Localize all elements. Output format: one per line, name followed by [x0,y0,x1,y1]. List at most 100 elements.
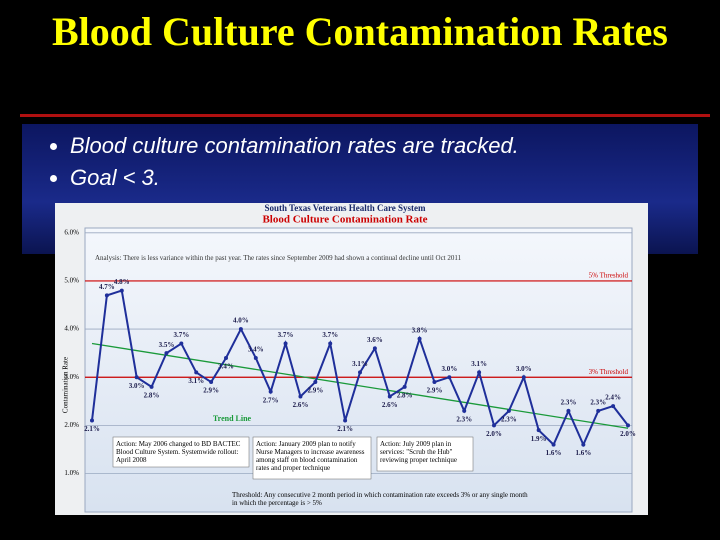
data-point [536,428,541,433]
data-point [119,288,124,293]
data-point [462,408,467,413]
data-point [611,404,616,409]
data-label: 3.7% [173,331,189,339]
data-label: 2.4% [605,394,621,402]
data-label: 2.0% [486,430,502,438]
data-label: 2.3% [561,399,577,407]
data-point [566,408,571,413]
bullet: Blood culture contamination rates are tr… [70,130,519,162]
annotation: Threshold: Any consecutive 2 month perio… [232,491,528,507]
data-label: 3.6% [367,336,383,344]
data-label: 1.6% [546,449,562,457]
y-tick-label: 1.0% [64,469,79,477]
annotation-text: Action: May 2006 changed to BD BACTEC Bl… [116,440,241,464]
trend-line [91,342,629,429]
data-point [298,394,303,399]
data-point [551,442,556,447]
data-label: 2.8% [144,391,160,399]
y-tick-label: 5.0% [64,277,79,285]
data-point [224,355,228,360]
y-tick-label: 6.0% [64,228,79,236]
annotation-box [252,436,372,480]
data-label: 2.9% [307,387,323,395]
data-label: 2.3% [501,416,517,424]
data-point [447,375,452,380]
data-label: 4.8% [114,278,130,286]
data-label: 3.1% [188,377,204,385]
y-tick-label: 3.0% [64,373,79,381]
data-point [402,384,407,389]
data-point [432,380,437,385]
data-label: 1.6% [575,449,591,457]
data-point [477,370,482,375]
data-point [179,341,184,346]
slide-title: Blood Culture Contamination Rates [52,9,668,54]
data-label: 2.0% [620,430,636,438]
data-point [253,355,258,360]
data-point [238,327,243,332]
data-point [134,375,139,380]
annotation-text: Action: July 2009 plan in services: "Scr… [380,440,457,464]
data-label: 2.1% [337,425,353,433]
data-label: 2.6% [382,401,398,409]
data-point [417,336,422,341]
title-rule [20,114,710,117]
data-label: 2.8% [397,391,413,399]
data-label: 3.7% [278,331,294,339]
annotation: Action: July 2009 plan in services: "Scr… [380,440,457,464]
data-point [283,341,288,346]
annotation-text: Action: January 2009 plan to notify Nurs… [256,440,365,472]
data-point [343,418,348,423]
data-label: 3.8% [412,326,428,334]
data-label: 3.5% [159,341,175,349]
data-label: 3.0% [129,382,145,390]
data-point [387,394,392,399]
annotation-text: Threshold: Any consecutive 2 month perio… [232,491,528,507]
data-point [492,423,496,428]
bullet: Goal < 3. [70,162,519,194]
y-tick-label: 2.0% [64,421,79,429]
annotation-box [112,436,250,468]
data-label: 3.1% [471,360,487,368]
chart-title: South Texas Veterans Health Care System [264,203,426,213]
annotation: Action: January 2009 plan to notify Nurs… [256,440,365,472]
data-point [358,370,362,375]
data-label: 3.1% [352,360,368,368]
data-point [372,346,377,351]
data-label: 1.9% [531,435,547,443]
data-label: 3.4% [248,346,264,354]
data-label: 4.0% [233,317,249,325]
data-label: 4.7% [99,283,115,291]
data-label: 2.7% [263,396,279,404]
bullet-list: Blood culture contamination rates are tr… [22,130,519,194]
data-label: 3.0% [441,365,457,373]
data-point [104,293,109,298]
threshold-label: 5% Threshold [589,272,629,280]
data-point [90,418,94,423]
data-point [313,380,318,385]
data-point [581,442,586,447]
data-point [328,341,333,346]
data-label: 3.7% [322,331,338,339]
data-label: 2.6% [293,401,309,409]
trend-label: Trend Line [213,414,252,423]
data-label: 2.1% [84,425,100,433]
data-point [149,384,154,389]
data-label: 2.9% [203,387,219,395]
data-point [506,408,511,413]
threshold-label: 3% Threshold [589,368,629,376]
y-tick-label: 4.0% [64,325,79,333]
data-point [521,375,526,380]
data-label: 2.9% [427,387,443,395]
chart-subtitle: Blood Culture Contamination Rate [262,214,427,226]
data-label: 3.0% [516,365,532,373]
data-point [626,423,630,428]
data-label: 2.3% [590,399,606,407]
data-point [194,370,199,375]
data-point [268,389,273,394]
annotation: Analysis: There is less variance within … [95,254,462,262]
annotation-text: Analysis: There is less variance within … [95,254,462,262]
data-point [596,408,601,413]
